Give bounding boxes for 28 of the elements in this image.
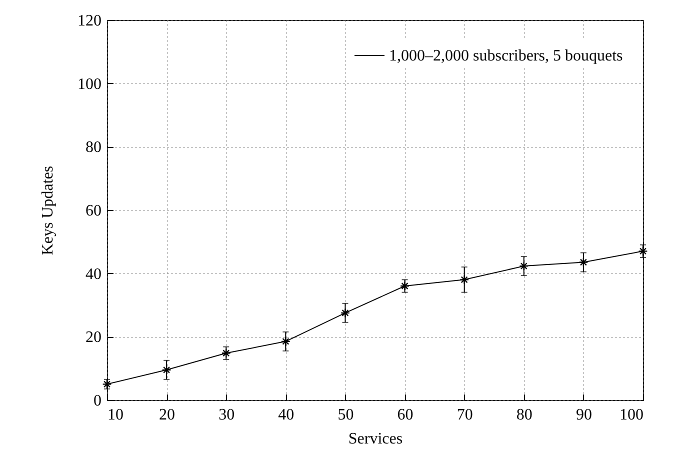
point	[460, 274, 470, 284]
x-axis-title: Services	[348, 430, 403, 448]
y-tick-label: 40	[86, 266, 102, 283]
point	[162, 365, 172, 375]
point	[280, 336, 290, 346]
y-tick-label: 0	[94, 392, 102, 410]
legend-label: 1,000–2,000 subscribers, 5 bouquets	[389, 48, 623, 64]
x-tick-label: 70	[456, 406, 473, 424]
y-tick-label: 120	[78, 12, 102, 30]
point	[578, 257, 588, 268]
y-tick-label: 80	[86, 139, 102, 156]
y-tick-label: 100	[78, 76, 102, 93]
x-tick-label: 10	[108, 406, 124, 424]
y-tick-label: 60	[86, 202, 102, 220]
x-tick-label: 50	[338, 406, 354, 424]
x-tick-label: 100	[620, 406, 644, 424]
point	[638, 246, 648, 256]
x-tick-label: 20	[159, 406, 176, 424]
x-tick-label: 90	[576, 406, 592, 424]
point	[221, 348, 231, 358]
point	[340, 308, 350, 318]
x-tick-label: 80	[516, 406, 532, 424]
x-tick-label: 40	[278, 406, 294, 424]
x-tick-label: 60	[397, 406, 414, 424]
x-tick-label: 30	[218, 406, 235, 424]
point	[519, 261, 529, 271]
y-tick-label: 20	[86, 329, 102, 346]
y-axis-title: Keys Updates	[40, 166, 56, 256]
